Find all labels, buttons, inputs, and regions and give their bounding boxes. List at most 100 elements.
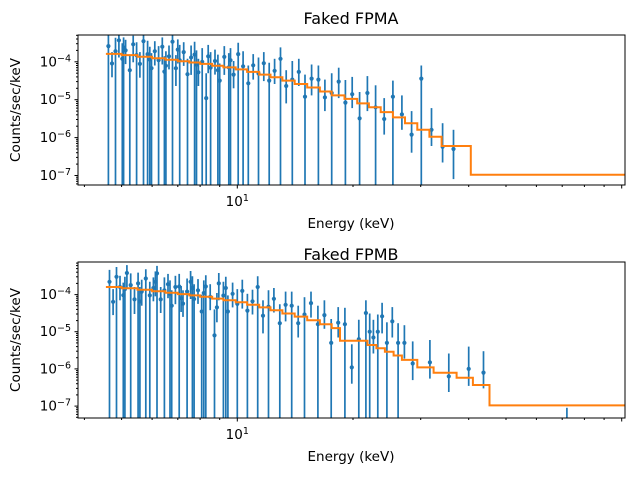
data-point-marker (177, 284, 182, 289)
data-point-marker (228, 58, 233, 63)
data-point-marker (192, 296, 197, 302)
data-point-marker (350, 92, 355, 97)
data-point-marker (121, 45, 126, 50)
data-point-marker (322, 95, 327, 100)
data-point-marker (231, 72, 236, 77)
data-point-marker (409, 132, 414, 137)
data-point-marker (132, 297, 137, 302)
data-point-marker (185, 72, 190, 77)
data-point-marker (212, 333, 217, 338)
errorbar-series-b (107, 265, 568, 418)
data-point-marker (116, 38, 121, 43)
data-point-marker (481, 370, 486, 375)
data-point-marker (173, 284, 178, 290)
data-point-marker (163, 63, 168, 68)
data-point-marker (278, 56, 283, 61)
data-point-marker (214, 305, 219, 310)
data-point-marker (277, 321, 282, 326)
data-point-marker (236, 52, 241, 57)
data-point-marker (466, 366, 471, 371)
data-point-marker (137, 61, 142, 66)
data-point-marker (158, 297, 163, 302)
data-point-marker (284, 83, 289, 89)
data-point-marker (343, 100, 348, 105)
axes-frame (77, 34, 626, 186)
data-point-marker (363, 310, 368, 316)
data-point-marker (289, 303, 294, 308)
data-point-marker (272, 68, 277, 73)
y-tick-label: 10−6 (40, 360, 71, 377)
data-point-marker (230, 291, 235, 296)
data-point-marker (251, 63, 256, 68)
y-tick-label: 10−7 (40, 398, 71, 415)
data-point-marker (349, 365, 354, 370)
data-point-marker (260, 313, 266, 318)
model-step-line (105, 286, 625, 407)
data-point-marker (131, 42, 136, 47)
data-point-marker (267, 78, 272, 83)
data-point-marker (124, 270, 129, 276)
data-point-marker (380, 314, 385, 319)
model-step-line (105, 52, 625, 176)
data-point-marker (173, 66, 178, 71)
data-point-marker (195, 288, 201, 293)
y-tick-label: 10−7 (40, 167, 71, 184)
y-tick-label: 10−4 (40, 286, 71, 303)
data-point-marker (357, 116, 362, 121)
data-point-marker (143, 276, 148, 281)
data-point-marker (217, 78, 222, 83)
data-point-marker (419, 76, 424, 81)
data-point-marker (106, 44, 111, 49)
data-point-marker (261, 61, 266, 66)
panel-a-ylabel: Counts/sec/keV (8, 58, 24, 162)
data-point-marker (225, 309, 230, 314)
data-point-marker (181, 50, 186, 55)
data-point-marker (240, 288, 245, 293)
data-point-marker (241, 64, 246, 69)
data-point-marker (410, 361, 415, 366)
data-point-marker (111, 299, 116, 304)
axis-ticks (74, 34, 623, 189)
data-point-marker (367, 329, 372, 334)
data-point-marker (336, 79, 341, 84)
data-point-marker (196, 70, 201, 75)
data-point-marker (206, 54, 211, 59)
data-point-marker (271, 296, 276, 301)
data-point-marker (451, 146, 456, 152)
data-point-marker (180, 301, 186, 306)
data-point-marker (166, 54, 172, 59)
data-point-marker (136, 281, 141, 286)
data-point-marker (113, 49, 118, 54)
data-point-marker (160, 44, 165, 49)
data-point-marker (365, 90, 370, 96)
data-point-marker (390, 94, 395, 99)
data-point-marker (402, 340, 407, 345)
data-point-marker (296, 69, 301, 74)
data-point-marker (147, 293, 152, 298)
data-point-marker (145, 52, 150, 57)
data-point-marker (123, 48, 128, 53)
panel-b-ylabel: Counts/sec/keV (8, 288, 24, 392)
data-point-marker (221, 293, 226, 298)
data-point-marker (296, 321, 301, 326)
data-point-marker (203, 284, 208, 289)
data-point-marker (329, 340, 334, 345)
data-point-marker (165, 282, 171, 287)
data-point-marker (429, 127, 434, 132)
data-point-marker (170, 39, 175, 44)
data-point-marker (169, 303, 174, 308)
data-point-marker (149, 66, 154, 71)
data-point-marker (114, 274, 119, 279)
data-point-marker (154, 271, 160, 276)
panel-a-xlabel: Energy (keV) (307, 216, 395, 232)
data-point-marker (283, 302, 288, 307)
data-point-marker (141, 39, 146, 44)
x-tick-label: 101 (226, 193, 249, 210)
data-point-marker (216, 281, 221, 286)
data-point-marker (107, 279, 112, 284)
y-tick-label: 10−6 (40, 129, 71, 146)
data-point-marker (245, 308, 250, 313)
data-point-marker (109, 61, 115, 66)
